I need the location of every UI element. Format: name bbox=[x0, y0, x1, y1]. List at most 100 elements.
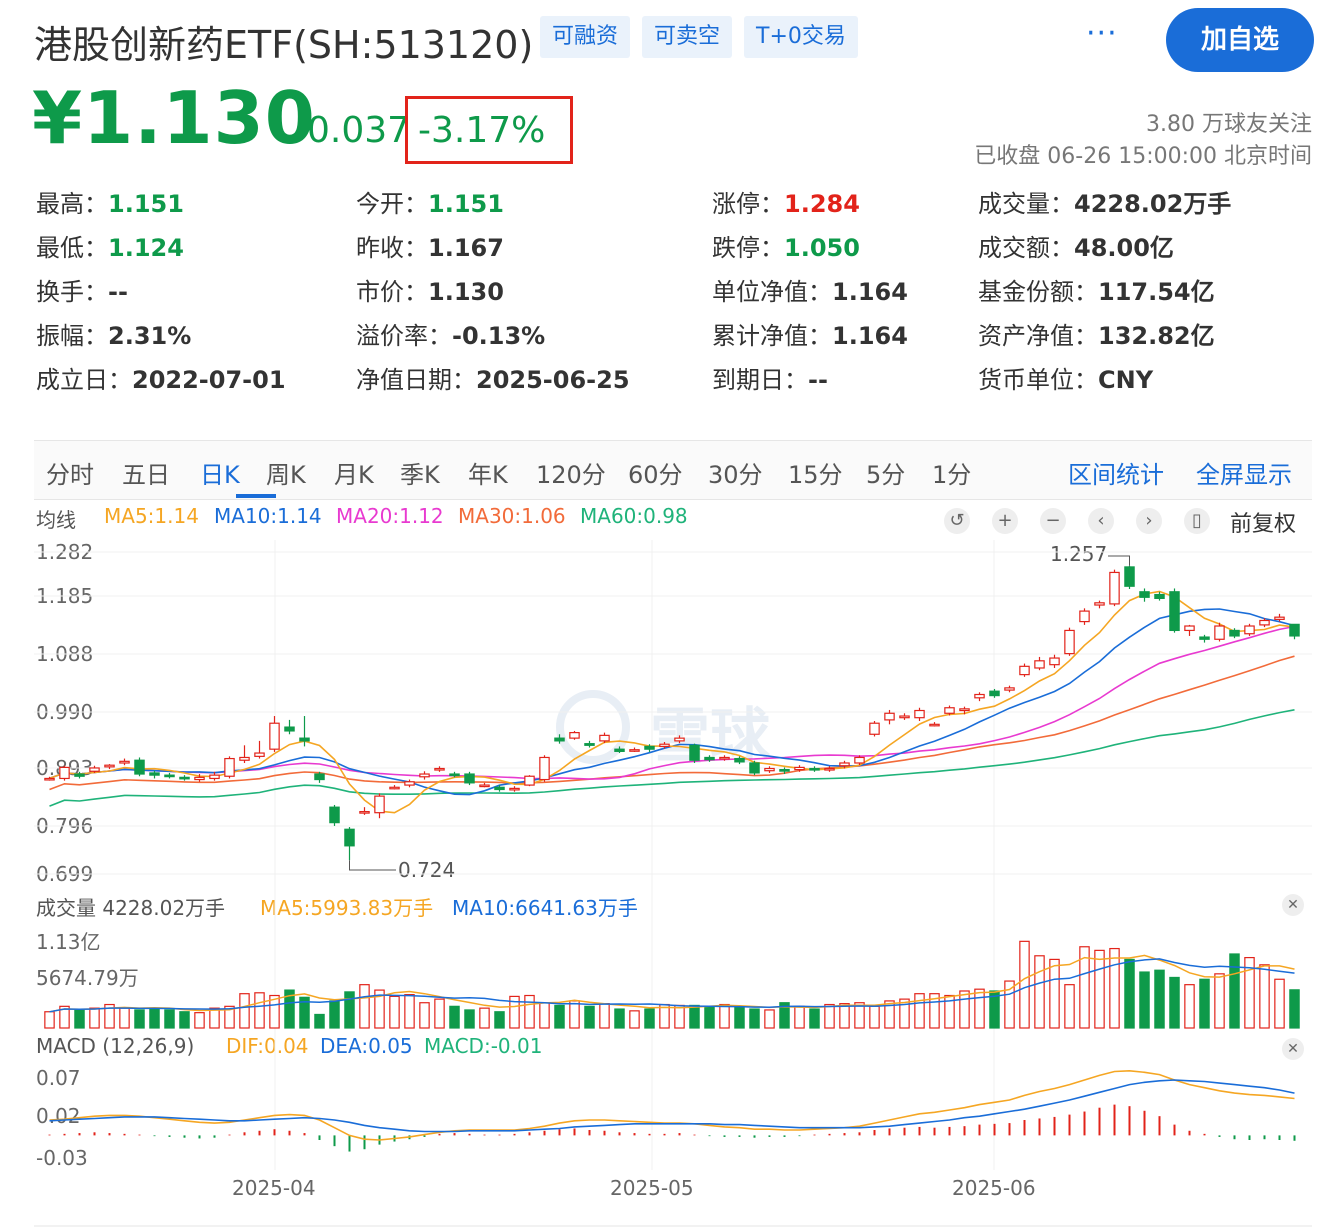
close-macd-icon[interactable]: ✕ bbox=[1282, 1038, 1304, 1060]
candle-body bbox=[299, 737, 310, 742]
tab-yearly-k[interactable]: 年K bbox=[468, 461, 508, 489]
candle-body bbox=[1229, 629, 1240, 637]
tab-60min[interactable]: 60分 bbox=[628, 461, 683, 489]
volume-bar bbox=[269, 994, 280, 1029]
ma30-value: MA30:1.06 bbox=[458, 504, 566, 528]
volume-bar bbox=[314, 1013, 325, 1029]
stat-label: 单位净值： bbox=[712, 278, 832, 306]
candle-body bbox=[209, 774, 220, 780]
tab-five-day[interactable]: 五日 bbox=[122, 461, 170, 489]
tab-intraday[interactable]: 分时 bbox=[46, 461, 94, 489]
volume-bar bbox=[989, 990, 1000, 1029]
volume-bar bbox=[869, 1005, 880, 1029]
tab-daily-k[interactable]: 日K bbox=[200, 461, 240, 489]
volume-bar bbox=[1229, 953, 1240, 1029]
candle-body bbox=[1034, 660, 1045, 669]
stat-item: 单位净值：1.164 bbox=[712, 272, 908, 307]
high-annotation: 1.257 bbox=[1050, 542, 1108, 566]
volume-bar bbox=[1259, 964, 1270, 1029]
macd-tick: 0.07 bbox=[36, 1066, 81, 1090]
candle-body bbox=[854, 756, 865, 764]
stat-value: 2022-07-01 bbox=[132, 366, 286, 394]
candle-body bbox=[554, 737, 565, 742]
candle-body bbox=[1079, 610, 1090, 623]
zoom-in-icon[interactable]: + bbox=[992, 508, 1018, 534]
candle-body bbox=[1184, 625, 1195, 632]
add-watchlist-button[interactable]: 加自选 bbox=[1166, 8, 1314, 72]
x-tick: 2025-05 bbox=[610, 1176, 694, 1200]
chevron-left-icon[interactable]: ‹ bbox=[1088, 508, 1114, 534]
candle-body bbox=[374, 795, 385, 814]
volume-bar bbox=[194, 1012, 205, 1029]
tab-weekly-k[interactable]: 周K bbox=[266, 461, 306, 489]
candle-body bbox=[479, 784, 490, 788]
candle-body bbox=[314, 773, 325, 781]
candle-body bbox=[269, 722, 280, 750]
price-adjust-select[interactable]: 前复权 bbox=[1230, 512, 1297, 537]
stat-label: 最低： bbox=[36, 234, 108, 262]
tab-15min[interactable]: 15分 bbox=[788, 461, 843, 489]
candle-body bbox=[839, 762, 850, 767]
candle-body bbox=[239, 756, 250, 761]
volume-bar bbox=[1214, 973, 1225, 1029]
volume-bar bbox=[1019, 940, 1030, 1029]
volume-bar bbox=[434, 998, 445, 1029]
candle-body bbox=[329, 806, 340, 824]
volume-bar bbox=[1004, 980, 1015, 1029]
tag-margin-financing[interactable]: 可融资 bbox=[540, 16, 631, 58]
volume-bar bbox=[734, 1006, 745, 1029]
period-tabs: 分时 五日 日K 周K 月K 季K 年K 120分 60分 30分 15分 5分… bbox=[34, 440, 1312, 500]
candle-body bbox=[419, 773, 430, 778]
candle-body bbox=[944, 707, 955, 714]
tab-quarterly-k[interactable]: 季K bbox=[400, 461, 440, 489]
stat-item: 成立日：2022-07-01 bbox=[36, 360, 286, 395]
tag-t0-trading[interactable]: T+0交易 bbox=[744, 16, 858, 58]
candle-body bbox=[164, 774, 175, 778]
candle-body bbox=[734, 757, 745, 763]
candle-body bbox=[764, 767, 775, 772]
zoom-out-icon[interactable]: − bbox=[1040, 508, 1066, 534]
close-volume-icon[interactable]: ✕ bbox=[1282, 894, 1304, 916]
stat-value: 2025-06-25 bbox=[476, 366, 630, 394]
more-icon[interactable]: ··· bbox=[1086, 16, 1118, 51]
fullscreen-link[interactable]: 全屏显示 bbox=[1196, 461, 1292, 489]
volume-label: 成交量 4228.02万手 bbox=[36, 896, 226, 920]
volume-bar bbox=[134, 1009, 145, 1029]
tab-monthly-k[interactable]: 月K bbox=[334, 461, 374, 489]
stat-item: 涨停：1.284 bbox=[712, 184, 860, 219]
volume-bar bbox=[599, 1003, 610, 1029]
volume-bar bbox=[839, 1003, 850, 1029]
candle-style-icon[interactable]: ▯ bbox=[1184, 508, 1210, 534]
stat-label: 累计净值： bbox=[712, 322, 832, 350]
stat-value: 1.167 bbox=[428, 234, 504, 262]
price-change-percent: -3.17% bbox=[418, 110, 546, 151]
volume-bar bbox=[104, 1003, 115, 1029]
range-stats-link[interactable]: 区间统计 bbox=[1068, 461, 1164, 489]
volume-bar bbox=[119, 1007, 130, 1029]
volume-bar bbox=[224, 1005, 235, 1029]
tab-1min[interactable]: 1分 bbox=[932, 461, 972, 489]
volume-bar bbox=[539, 1002, 550, 1029]
volume-bar bbox=[1109, 947, 1120, 1029]
candle-body bbox=[1139, 591, 1150, 598]
candle-body bbox=[884, 712, 895, 721]
volume-ma-line bbox=[49, 954, 1295, 1013]
candle-body bbox=[674, 737, 685, 742]
tab-5min[interactable]: 5分 bbox=[866, 461, 906, 489]
candle-body bbox=[404, 781, 415, 786]
candle-body bbox=[599, 734, 610, 742]
tab-30min[interactable]: 30分 bbox=[708, 461, 763, 489]
candle-body bbox=[1154, 593, 1165, 599]
tag-short-selling[interactable]: 可卖空 bbox=[642, 16, 733, 58]
volume-bar bbox=[329, 1000, 340, 1029]
page-title: 港股创新药ETF(SH:513120) bbox=[34, 23, 534, 67]
stat-item: 净值日期：2025-06-25 bbox=[356, 360, 630, 395]
stat-item: 市价：1.130 bbox=[356, 272, 504, 307]
undo-icon[interactable]: ↺ bbox=[944, 508, 970, 534]
candle-body bbox=[539, 756, 550, 781]
chevron-right-icon[interactable]: › bbox=[1136, 508, 1162, 534]
tab-120min[interactable]: 120分 bbox=[536, 461, 606, 489]
stat-label: 今开： bbox=[356, 190, 428, 218]
volume-bar bbox=[464, 1009, 475, 1029]
